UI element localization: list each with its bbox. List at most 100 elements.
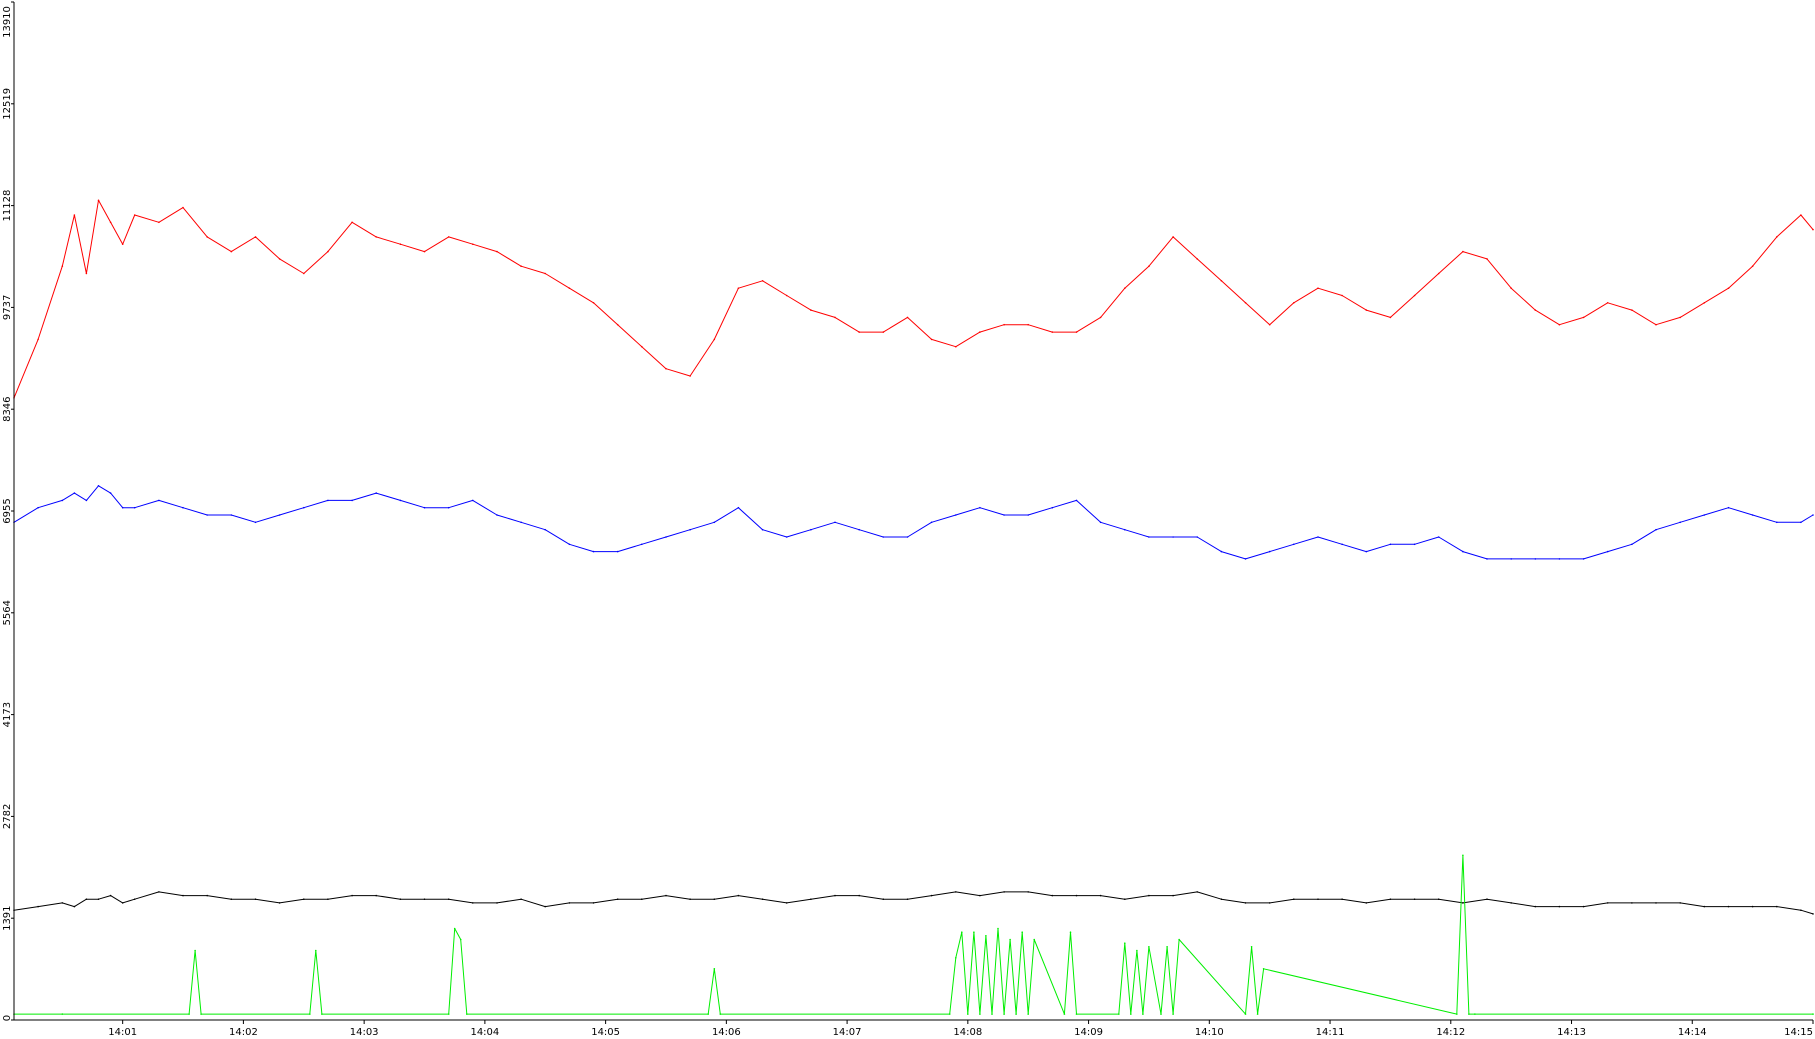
series-4-point xyxy=(1009,938,1011,941)
y-tick-label: 13910 xyxy=(2,6,13,38)
series-1-point xyxy=(1051,331,1054,333)
series-1-point xyxy=(1655,323,1657,326)
series-4-point xyxy=(1166,946,1168,948)
series-1-point xyxy=(1558,323,1561,326)
series-2-point xyxy=(979,506,981,509)
series-1-point xyxy=(447,236,450,238)
series-4-point xyxy=(1118,1013,1120,1015)
series-3-point xyxy=(1317,898,1319,900)
series-4-point xyxy=(1172,1013,1174,1015)
series-1-point xyxy=(206,236,208,238)
series-1-point xyxy=(544,272,546,275)
series-1-point xyxy=(979,331,981,333)
series-2-point xyxy=(73,492,76,494)
series-3-point xyxy=(1727,905,1730,908)
series-4-point xyxy=(967,1013,969,1015)
series-1-point xyxy=(906,316,909,319)
series-2-point xyxy=(1027,514,1029,516)
series-3-point xyxy=(834,894,836,897)
series-3-point xyxy=(133,898,136,900)
series-4-point xyxy=(315,949,317,952)
series-1-point xyxy=(1075,331,1078,333)
x-tick-label: 14:03 xyxy=(350,1027,379,1038)
series-4-point xyxy=(1462,854,1464,857)
series-1-point xyxy=(1486,258,1488,260)
series-3-point xyxy=(1365,902,1368,904)
series-4-point xyxy=(1148,946,1150,948)
x-tick-label: 14:14 xyxy=(1678,1027,1707,1038)
series-2-point xyxy=(1462,550,1464,553)
series-2-point xyxy=(85,499,88,502)
series-1-point xyxy=(37,338,39,341)
series-3-point xyxy=(1293,898,1295,900)
series-3-point xyxy=(544,905,546,908)
series-2-point xyxy=(97,485,100,487)
series-4-point xyxy=(1033,938,1035,941)
series-4-point xyxy=(1003,1013,1005,1015)
series-4-point xyxy=(194,949,196,952)
series-2-point xyxy=(447,506,450,509)
series-1-point xyxy=(520,265,522,268)
series-2-point xyxy=(327,499,329,502)
series-4-point xyxy=(1256,1013,1259,1015)
series-1-point xyxy=(133,214,136,216)
series-2-point xyxy=(1534,558,1537,560)
x-tick-label: 14:09 xyxy=(1074,1027,1103,1038)
series-4-point xyxy=(1474,1013,1476,1015)
series-3-point xyxy=(592,902,595,904)
series-2-point xyxy=(1365,550,1368,553)
series-2-point xyxy=(1558,558,1561,560)
series-3-point xyxy=(1124,898,1126,900)
series-4-point xyxy=(1063,1013,1066,1015)
series-3-point xyxy=(906,898,909,900)
series-3-point xyxy=(616,898,619,900)
x-tick-label: 14:05 xyxy=(591,1027,620,1038)
series-4-point xyxy=(1244,1013,1247,1015)
series-2-point xyxy=(1172,536,1174,538)
series-1-point xyxy=(254,236,257,238)
series-1-point xyxy=(810,309,812,311)
series-3-point xyxy=(496,902,498,904)
series-1-point xyxy=(1812,228,1814,231)
x-tick-label: 14:06 xyxy=(712,1027,741,1038)
series-3-point xyxy=(979,894,981,897)
series-2-point xyxy=(834,521,836,524)
series-2-point xyxy=(858,528,860,531)
series-3-point xyxy=(37,905,39,908)
series-1-point xyxy=(1727,287,1730,290)
series-4-point xyxy=(985,935,987,937)
series-2-point xyxy=(1582,558,1585,560)
series-4-point xyxy=(1142,1013,1144,1015)
series-2-point xyxy=(303,506,305,509)
series-2-point xyxy=(955,514,957,516)
series-2-point xyxy=(1051,506,1054,509)
series-4-point xyxy=(1015,1013,1017,1015)
series-3-point xyxy=(1510,902,1512,904)
series-2-point xyxy=(689,528,691,531)
series-2-point xyxy=(1703,514,1706,516)
series-1-point xyxy=(399,243,402,245)
series-2-point xyxy=(810,528,812,531)
series-3-point xyxy=(351,894,353,897)
y-axis: 0 1391 2782 4173 5564 6955 8346 9737 11128 12519 1… xyxy=(2,1,14,1021)
series-3-point xyxy=(1751,905,1754,908)
series-2-point xyxy=(375,492,378,494)
series-1-point xyxy=(73,214,76,216)
series-2-point xyxy=(665,536,667,538)
series-3-point xyxy=(1196,891,1198,893)
series-1-point xyxy=(303,272,305,275)
x-tick-label: 14:11 xyxy=(1316,1027,1345,1038)
series-1-point xyxy=(1631,309,1633,311)
series-3-point xyxy=(1558,905,1561,908)
series-4-point xyxy=(1130,1013,1132,1015)
series-3-point xyxy=(399,898,402,900)
series-1-point xyxy=(327,250,329,253)
series-1-point xyxy=(230,250,233,253)
series-2-point xyxy=(1003,514,1005,516)
series-1-point xyxy=(858,331,860,333)
series-3-point xyxy=(689,898,691,900)
series-1-point xyxy=(1751,265,1754,268)
series-3-point xyxy=(375,894,378,897)
y-tick-label: 11128 xyxy=(2,190,13,222)
